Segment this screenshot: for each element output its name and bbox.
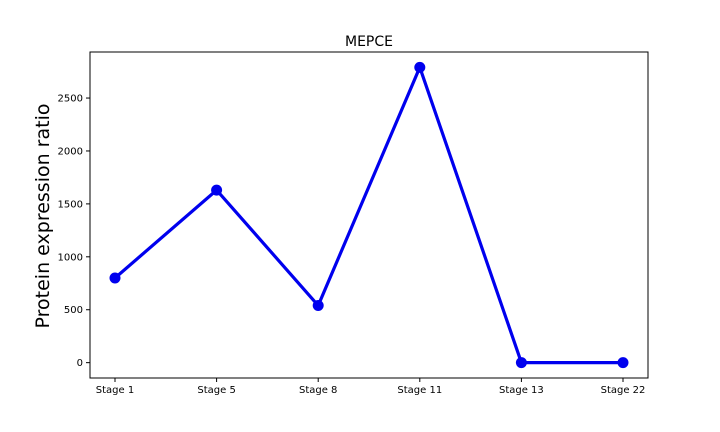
y-tick-label: 2500 <box>58 94 83 105</box>
y-axis-label: Protein expression ratio <box>32 104 54 329</box>
x-tick-label: Stage 13 <box>499 385 544 396</box>
plot-area <box>89 51 649 379</box>
x-tick-label: Stage 11 <box>397 385 442 396</box>
y-tick-label: 0 <box>77 358 83 369</box>
chart-title: MEPCE <box>345 34 393 50</box>
y-axis: 0 500 1000 1500 2000 2500 <box>58 94 90 369</box>
x-tick-label: Stage 22 <box>601 385 646 396</box>
series-layer <box>109 61 629 369</box>
data-point <box>109 272 121 284</box>
data-point <box>617 357 629 369</box>
x-axis: Stage 1 Stage 5 Stage 8 Stage 11 Stage 13 Sta… <box>96 378 646 396</box>
data-point <box>515 357 527 369</box>
y-tick-label: 2000 <box>58 146 83 157</box>
data-point <box>414 61 426 73</box>
data-point <box>211 184 223 196</box>
series-line <box>113 62 623 365</box>
x-tick-label: Stage 8 <box>299 385 337 396</box>
y-tick-label: 500 <box>64 305 83 316</box>
y-tick-label: 1500 <box>58 199 83 210</box>
x-tick-label: Stage 1 <box>96 385 134 396</box>
x-tick-label: Stage 5 <box>197 385 235 396</box>
data-point <box>312 299 324 311</box>
y-tick-label: 1000 <box>58 252 83 263</box>
